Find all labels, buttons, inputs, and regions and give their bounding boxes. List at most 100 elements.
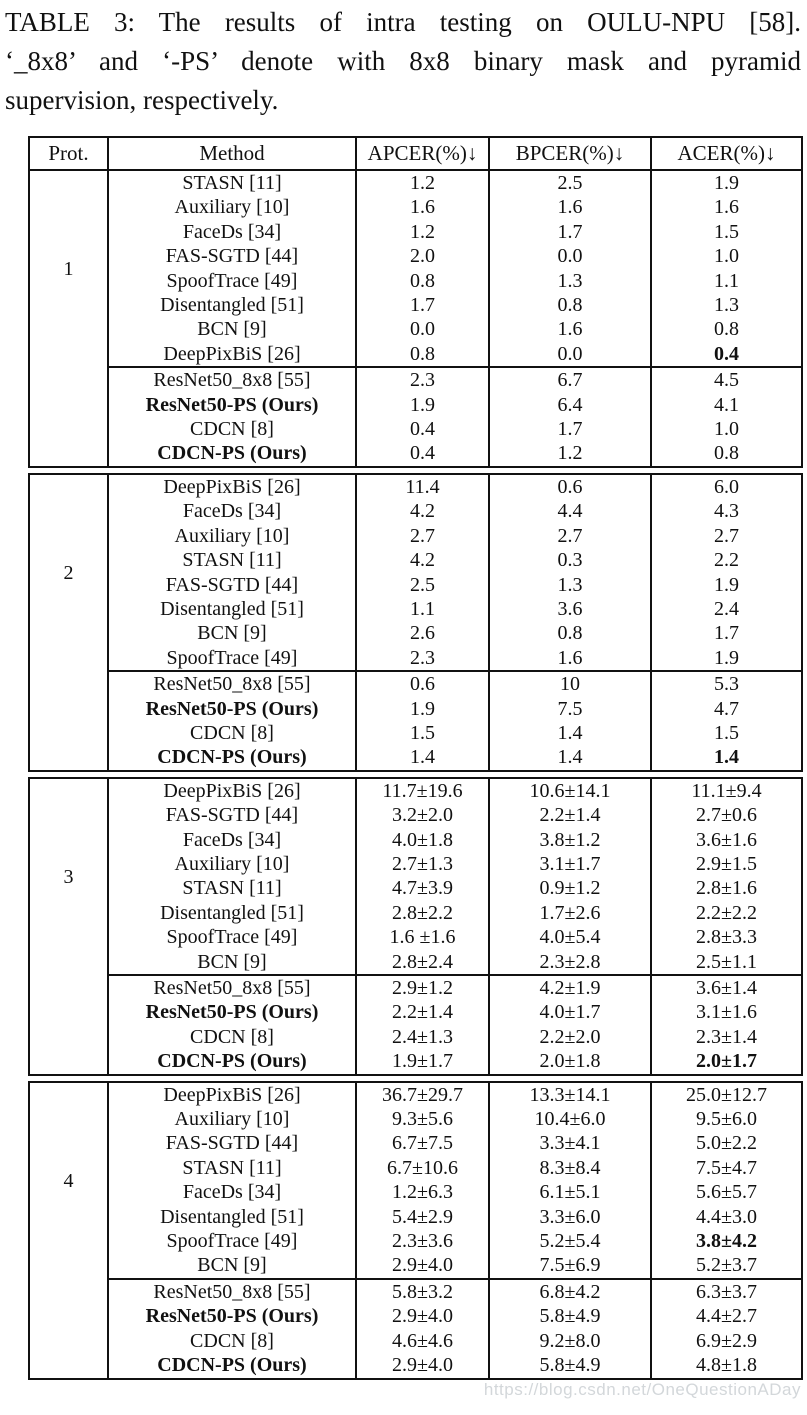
acer-cell: 1.9 [650, 645, 803, 672]
acer-cell: 9.5±6.0 [650, 1107, 803, 1132]
acer-cell: 1.0 [650, 244, 803, 269]
table-row: FAS-SGTD [44] 2.0 0.0 1.0 [29, 244, 803, 269]
table-row: 4 DeepPixBiS [26] 36.7±29.7 13.3±14.1 25.0±1… [28, 1081, 803, 1279]
apcer-cell: 1.2±6.3 [355, 1180, 490, 1205]
table-row: Auxiliary [10] 2.7 2.7 2.7 [29, 523, 803, 549]
table-row: ResNet50_8x8 [55] 2.9±1.2 4.2±1.9 3.6±1.4 [28, 973, 803, 1075]
acer-cell: 25.0±12.7 [650, 1081, 803, 1108]
apcer-cell: 5.8±3.2 [355, 1277, 490, 1305]
table-row: Disentangled [51] 2.8±2.2 1.7±2.6 2.2±2.2 [29, 900, 803, 926]
bpcer-cell: 2.5 [488, 170, 652, 196]
acer-cell: 0.8 [650, 317, 803, 342]
acer-cell: 5.2±3.7 [650, 1253, 803, 1279]
acer-cell: 1.5 [650, 219, 803, 245]
acer-cell: 1.3 [650, 293, 803, 318]
watermark-url: https://blog.csdn.net/OneQuestionADay [483, 1380, 801, 1399]
acer-cell: 1.7 [650, 621, 803, 646]
bpcer-cell: 3.6 [488, 596, 652, 622]
apcer-cell: 4.0±1.8 [355, 827, 490, 852]
table-row: STASN [11] 4.2 0.3 2.2 [29, 548, 803, 573]
apcer-cell: 2.0 [355, 244, 490, 269]
method-cell: Auxiliary [10] [107, 523, 357, 549]
column-header-prot: Prot. [28, 137, 109, 171]
bpcer-cell: 8.3±8.4 [488, 1155, 652, 1181]
table-row: FAS-SGTD [44] 6.7±7.5 3.3±4.1 5.0±2.2 [29, 1131, 803, 1156]
apcer-cell: 0.0 [355, 317, 490, 342]
apcer-cell: 1.9 [355, 392, 490, 418]
table-row: ResNet50-PS (Ours) 2.9±4.0 5.8±4.9 4.4±2.7 [29, 1304, 803, 1329]
bpcer-cell: 1.3 [488, 572, 652, 597]
method-cell: FAS-SGTD [44] [107, 572, 357, 597]
acer-cell: 4.8±1.8 [650, 1353, 803, 1379]
acer-cell: 1.1 [650, 268, 803, 294]
apcer-cell: 2.3 [355, 645, 490, 672]
bpcer-cell: 0.6 [488, 473, 652, 500]
method-cell: FAS-SGTD [44] [107, 803, 357, 828]
bpcer-cell: 0.0 [488, 244, 652, 269]
bpcer-cell: 9.2±8.0 [488, 1328, 652, 1354]
bpcer-cell: 4.4 [488, 499, 652, 524]
apcer-cell: 0.4 [355, 417, 490, 442]
apcer-cell: 2.5 [355, 572, 490, 597]
bpcer-cell: 6.1±5.1 [488, 1180, 652, 1205]
apcer-cell: 1.5 [355, 720, 490, 746]
protocol-spacer-cell [28, 367, 109, 467]
method-cell: SpoofTrace [49] [107, 1229, 357, 1254]
apcer-cell: 1.2 [355, 170, 490, 196]
bpcer-cell: 1.4 [488, 720, 652, 746]
table-row: BCN [9] 2.8±2.4 2.3±2.8 2.5±1.1 [29, 949, 803, 975]
acer-cell: 2.7±0.6 [650, 803, 803, 828]
apcer-cell: 2.8±2.4 [355, 949, 490, 975]
apcer-cell: 6.7±7.5 [355, 1131, 490, 1156]
bpcer-cell: 3.8±1.2 [488, 827, 652, 852]
apcer-cell: 11.4 [355, 473, 490, 500]
protocol-spacer-cell [28, 1278, 109, 1379]
bpcer-cell: 7.5 [488, 696, 652, 721]
bpcer-cell: 4.2±1.9 [488, 973, 652, 1001]
acer-cell: 6.3±3.7 [650, 1277, 803, 1305]
apcer-cell: 2.9±1.2 [355, 973, 490, 1001]
acer-cell: 2.2±2.2 [650, 900, 803, 926]
bpcer-cell: 1.6 [488, 645, 652, 672]
method-cell: FaceDs [34] [107, 827, 357, 852]
acer-cell: 2.8±1.6 [650, 876, 803, 901]
method-cell: SpoofTrace [49] [107, 925, 357, 950]
method-cell: BCN [9] [107, 1253, 357, 1279]
bpcer-cell: 1.2 [488, 441, 652, 467]
bpcer-cell: 6.7 [488, 366, 652, 393]
bpcer-cell: 3.1±1.7 [488, 851, 652, 877]
acer-cell: 6.0 [650, 473, 803, 500]
acer-cell: 1.5 [650, 720, 803, 746]
method-cell: FAS-SGTD [44] [107, 244, 357, 269]
table-row: 3 DeepPixBiS [26] 11.7±19.6 10.6±14.1 11.1±9… [28, 777, 803, 975]
bpcer-cell: 1.6 [488, 195, 652, 220]
acer-cell: 4.1 [650, 392, 803, 418]
protocol-spacer-cell [28, 671, 109, 771]
apcer-cell: 2.8±2.2 [355, 900, 490, 926]
acer-cell: 0.4 [650, 341, 803, 368]
apcer-cell: 2.4±1.3 [355, 1024, 490, 1050]
table-row: STASN [11] 6.7±10.6 8.3±8.4 7.5±4.7 [29, 1155, 803, 1181]
method-cell: BCN [9] [107, 949, 357, 975]
bpcer-cell: 3.3±6.0 [488, 1204, 652, 1230]
method-cell: CDCN [8] [107, 720, 357, 746]
apcer-cell: 4.7±3.9 [355, 876, 490, 901]
table-row: BCN [9] 2.6 0.8 1.7 [29, 621, 803, 646]
apcer-cell: 2.9±4.0 [355, 1304, 490, 1329]
acer-cell: 6.9±2.9 [650, 1328, 803, 1354]
table-row: 2 DeepPixBiS [26] 11.4 0.6 6.0 [28, 473, 803, 672]
apcer-cell: 5.4±2.9 [355, 1204, 490, 1230]
bpcer-cell: 2.2±2.0 [488, 1024, 652, 1050]
protocol-label: 3 [28, 777, 109, 975]
acer-cell: 11.1±9.4 [650, 777, 803, 804]
caption-line-2: ‘_8x8’ and ‘-PS’ denote with 8x8 binary … [5, 46, 801, 76]
acer-cell: 5.6±5.7 [650, 1180, 803, 1205]
table-row: Disentangled [51] 1.7 0.8 1.3 [29, 293, 803, 318]
apcer-cell: 11.7±19.6 [355, 777, 490, 804]
apcer-cell: 3.2±2.0 [355, 803, 490, 828]
column-header-apcer: APCER(%)↓ [355, 137, 490, 171]
acer-cell: 4.4±2.7 [650, 1304, 803, 1329]
bpcer-cell: 2.2±1.4 [488, 803, 652, 828]
bpcer-cell: 13.3±14.1 [488, 1081, 652, 1108]
acer-cell: 7.5±4.7 [650, 1155, 803, 1181]
